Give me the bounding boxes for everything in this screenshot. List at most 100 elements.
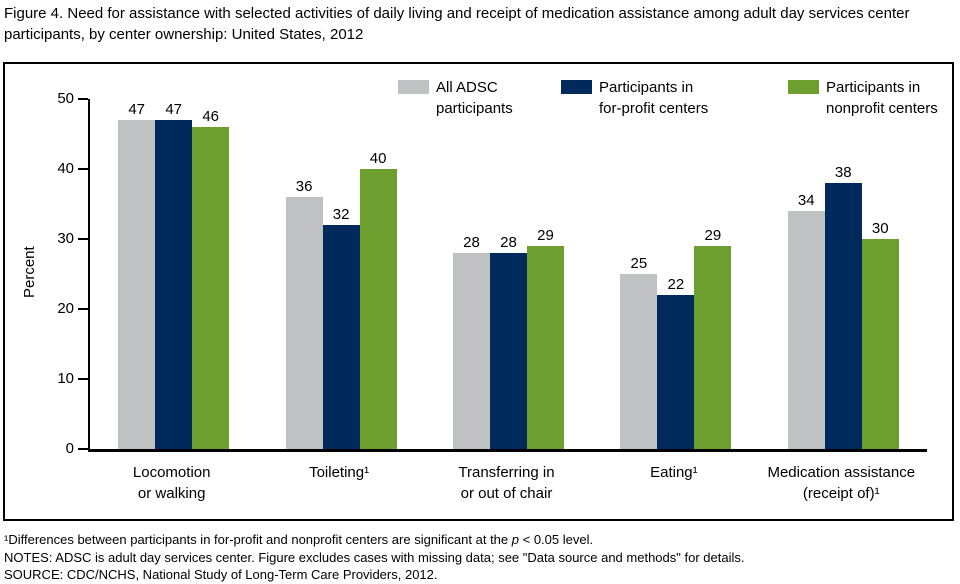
bar-all-adsc-participants — [620, 274, 658, 449]
footnote-text: < 0.05 level. — [519, 532, 594, 547]
y-axis-tick-label: 30 — [57, 230, 74, 247]
legend-swatch-nonprofit — [788, 80, 819, 94]
bar-group-transferring-in-or-out-of-chair: 28 28 29 — [425, 99, 592, 449]
x-axis-category-label-eating: Eating¹ — [590, 462, 757, 504]
bar-value-label: 28 — [463, 234, 480, 251]
footnote-text: ¹Differences between participants in for… — [4, 532, 512, 547]
bar-slot: 29 — [694, 99, 732, 449]
bar-all-adsc-participants — [285, 197, 323, 449]
bar-slot: 32 — [322, 99, 360, 449]
legend-label-all-adsc: All ADSC participants — [436, 77, 513, 119]
legend-label-line: All ADSC — [436, 79, 498, 96]
x-axis-labels: Locomotion or walking Toileting¹ Transferri… — [88, 462, 925, 504]
bar-slot: 25 — [620, 99, 658, 449]
bar-all-adsc-participants — [787, 211, 825, 449]
bar-value-label: 36 — [295, 178, 313, 195]
legend-label-line: Participants in — [826, 79, 921, 96]
bar-participants-in-nonprofit-centers — [359, 169, 397, 449]
plot-area: 47 47 46 36 32 40 28 28 29 25 22 29 34 38 30 0 10 20 30 40… — [57, 90, 927, 457]
y-axis-tick-label: 0 — [65, 440, 74, 457]
y-axis-tick-label: 40 — [57, 160, 74, 177]
legend-label-line: for-profit centers — [599, 100, 709, 117]
x-axis-category-label-toileting: Toileting¹ — [255, 462, 422, 504]
legend-label-line: nonprofit centers — [826, 100, 938, 117]
y-axis-tick-label: 50 — [57, 90, 74, 107]
legend-label-for-profit: Participants in for-profit centers — [599, 77, 708, 119]
bar-slot: 47 — [155, 99, 193, 449]
bar-value-label: 38 — [834, 164, 852, 181]
bar-slot: 34 — [787, 99, 825, 449]
bar-slot: 47 — [118, 99, 156, 449]
y-axis-tick-label: 20 — [57, 300, 74, 317]
bar-slot: 22 — [657, 99, 695, 449]
bar-value-label: 46 — [202, 108, 220, 125]
legend-item-all-adsc: All ADSC participants — [398, 77, 513, 119]
bar-participants-in-for-profit-centers — [824, 183, 862, 449]
x-axis-label-line: Eating¹ — [650, 464, 698, 481]
x-axis-label-line: Medication assistance — [767, 464, 916, 481]
bar-value-label: 28 — [500, 234, 517, 251]
bar-slot: 28 — [452, 99, 490, 449]
footnote-significance: ¹Differences between participants in for… — [4, 531, 744, 549]
bar-slot: 28 — [489, 99, 527, 449]
bar-participants-in-for-profit-centers — [489, 253, 527, 449]
bar-slot: 36 — [285, 99, 323, 449]
y-axis-tick — [78, 378, 88, 380]
bar-value-label: 40 — [369, 150, 387, 167]
bar-participants-in-nonprofit-centers — [861, 239, 899, 449]
legend-label-nonprofit: Participants in nonprofit centers — [826, 77, 938, 119]
bar-slot: 40 — [359, 99, 397, 449]
x-axis-category-label-locomotion-or-walking: Locomotion or walking — [88, 462, 255, 504]
bar-participants-in-nonprofit-centers — [694, 246, 732, 449]
footnote-notes: NOTES: ADSC is adult day services center… — [4, 549, 745, 565]
bar-value-label: 22 — [667, 276, 685, 293]
y-axis-title: Percent — [21, 246, 38, 298]
y-axis-tick — [78, 448, 88, 450]
bar-value-label: 29 — [537, 227, 554, 244]
bar-group-eating: 25 22 29 — [592, 99, 759, 449]
x-axis-category-label-medication-assistance-receipt-of: Medication assistance (receipt of)¹ — [758, 462, 925, 504]
bar-participants-in-nonprofit-centers — [526, 246, 564, 449]
bar-slot: 30 — [861, 99, 899, 449]
footnotes: ¹Differences between participants in for… — [4, 531, 744, 584]
legend-item-for-profit: Participants in for-profit centers — [561, 77, 708, 119]
x-axis-label-line: or out of chair — [460, 485, 553, 502]
x-axis-label-line: Locomotion — [132, 464, 211, 481]
bar-value-label: 47 — [165, 101, 183, 118]
bar-slot: 29 — [526, 99, 564, 449]
footnote-italic-p: p — [511, 532, 519, 547]
y-axis-tick — [78, 98, 88, 100]
bar-value-label: 47 — [128, 101, 146, 118]
bar-participants-in-nonprofit-centers — [192, 127, 230, 449]
bar-all-adsc-participants — [452, 253, 490, 449]
bar-value-label: 29 — [704, 227, 722, 244]
legend-label-line: participants — [436, 100, 513, 117]
x-axis-label-line: Toileting¹ — [309, 464, 370, 481]
legend-label-line: Participants in — [599, 79, 694, 96]
legend-item-nonprofit: Participants in nonprofit centers — [788, 77, 938, 119]
bar-slot: 46 — [192, 99, 230, 449]
bar-value-label: 30 — [871, 220, 889, 237]
chart-frame: All ADSC participants Participants in fo… — [3, 62, 954, 521]
y-axis-tick — [78, 308, 88, 310]
legend-swatch-for-profit — [561, 80, 592, 94]
bar-all-adsc-participants — [118, 120, 156, 449]
bar-participants-in-for-profit-centers — [155, 120, 193, 449]
y-axis-tick-label: 10 — [57, 370, 74, 387]
bar-value-label: 32 — [332, 206, 350, 223]
bar-group-toileting: 36 32 40 — [257, 99, 424, 449]
y-axis-tick — [78, 168, 88, 170]
bar-group-medication-assistance-receipt-of: 34 38 30 — [760, 99, 927, 449]
footnote-source: SOURCE: CDC/NCHS, National Study of Long… — [4, 567, 438, 582]
bar-value-label: 34 — [797, 192, 815, 209]
bar-value-label: 25 — [630, 255, 648, 272]
x-axis-label-line: (receipt of)¹ — [802, 485, 880, 502]
bar-groups-container: 47 47 46 36 32 40 28 28 29 25 22 29 34 38 30 — [90, 99, 927, 449]
bar-participants-in-for-profit-centers — [657, 295, 695, 449]
bar-group-locomotion-or-walking: 47 47 46 — [90, 99, 257, 449]
x-axis-category-label-transferring-in-or-out-of-chair: Transferring in or out of chair — [423, 462, 590, 504]
legend-swatch-all-adsc — [398, 80, 429, 94]
figure-title: Figure 4. Need for assistance with selec… — [4, 5, 910, 43]
x-axis-label-line: Transferring in — [458, 464, 555, 481]
bar-participants-in-for-profit-centers — [322, 225, 360, 449]
